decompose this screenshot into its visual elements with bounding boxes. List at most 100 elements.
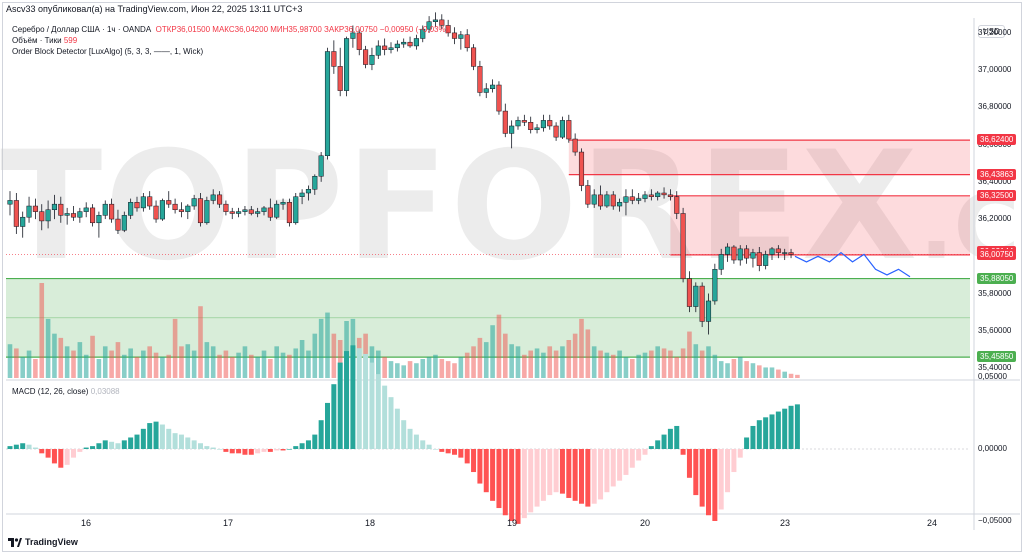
candle-body[interactable]	[420, 28, 426, 39]
candle-body[interactable]	[77, 211, 83, 218]
volume-legend[interactable]: Объём · Тики 599	[12, 36, 77, 45]
candle-body[interactable]	[566, 120, 572, 140]
candle-body[interactable]	[693, 285, 699, 307]
candle-body[interactable]	[775, 248, 781, 253]
candle-body[interactable]	[318, 155, 324, 177]
candle-body[interactable]	[483, 88, 489, 93]
candle-body[interactable]	[64, 213, 70, 216]
candle-body[interactable]	[13, 200, 19, 227]
candle-body[interactable]	[686, 278, 693, 307]
candle-body[interactable]	[147, 196, 153, 207]
candle-body[interactable]	[172, 203, 178, 211]
candle-body[interactable]	[356, 32, 362, 50]
candle-body[interactable]	[756, 252, 762, 266]
candle-body[interactable]	[426, 21, 432, 30]
candle-body[interactable]	[128, 202, 134, 216]
candle-body[interactable]	[744, 248, 750, 259]
candle-body[interactable]	[737, 248, 743, 261]
candle-body[interactable]	[26, 205, 32, 218]
candle-body[interactable]	[610, 194, 616, 207]
candle-body[interactable]	[540, 120, 546, 129]
tradingview-logo[interactable]: TradingView	[8, 537, 78, 547]
candle-body[interactable]	[274, 203, 280, 218]
symbol-title[interactable]: Серебро / Доллар США · 1ч · OANDA	[12, 25, 152, 34]
candle-body[interactable]	[293, 196, 299, 224]
candle-body[interactable]	[490, 84, 496, 89]
candle-body[interactable]	[769, 248, 775, 255]
candle-body[interactable]	[58, 203, 64, 216]
candle-body[interactable]	[83, 207, 89, 212]
candle-body[interactable]	[255, 211, 261, 214]
candle-body[interactable]	[674, 196, 680, 214]
candle-body[interactable]	[699, 285, 705, 322]
candle-body[interactable]	[763, 254, 769, 266]
candle-body[interactable]	[229, 211, 235, 214]
candle-body[interactable]	[718, 254, 724, 270]
candle-body[interactable]	[7, 200, 13, 205]
candle-body[interactable]	[413, 38, 419, 47]
candle-body[interactable]	[242, 209, 248, 212]
candle-body[interactable]	[750, 252, 756, 259]
candle-body[interactable]	[458, 34, 464, 39]
indicator-legend[interactable]: Order Block Detector [LuxAlgo] (5, 3, 3,…	[12, 47, 204, 56]
candle-body[interactable]	[604, 194, 610, 207]
candle-body[interactable]	[661, 192, 667, 196]
candle-body[interactable]	[559, 120, 566, 138]
candle-body[interactable]	[547, 120, 553, 127]
candle-body[interactable]	[350, 32, 356, 39]
candle-body[interactable]	[521, 120, 527, 123]
candle-body[interactable]	[629, 196, 635, 201]
candle-body[interactable]	[223, 203, 229, 212]
candle-body[interactable]	[553, 125, 559, 138]
candle-body[interactable]	[159, 200, 165, 220]
macd-legend[interactable]: MACD (12, 26, close) 0,03088	[12, 387, 120, 396]
candle-body[interactable]	[236, 211, 242, 214]
candle-body[interactable]	[121, 215, 127, 231]
candle-body[interactable]	[369, 54, 375, 65]
candle-body[interactable]	[407, 41, 413, 47]
candle-body[interactable]	[204, 200, 210, 224]
candle-body[interactable]	[344, 38, 350, 91]
candle-body[interactable]	[261, 207, 267, 212]
candle-body[interactable]	[331, 51, 337, 67]
candle-body[interactable]	[439, 19, 445, 26]
candle-body[interactable]	[496, 84, 502, 112]
candle-body[interactable]	[578, 151, 585, 186]
candle-body[interactable]	[197, 198, 204, 224]
candle-body[interactable]	[636, 198, 642, 201]
projection-path[interactable]	[794, 251, 911, 278]
candle-body[interactable]	[477, 66, 483, 93]
candle-body[interactable]	[712, 269, 718, 302]
candle-body[interactable]	[324, 51, 331, 157]
candle-body[interactable]	[445, 25, 451, 34]
candle-body[interactable]	[667, 194, 673, 197]
candle-body[interactable]	[528, 122, 534, 130]
candle-body[interactable]	[210, 194, 216, 201]
candle-body[interactable]	[337, 66, 343, 91]
candle-body[interactable]	[90, 207, 96, 224]
candle-body[interactable]	[788, 252, 794, 255]
candle-body[interactable]	[185, 205, 191, 212]
candle-body[interactable]	[705, 300, 712, 322]
candle-body[interactable]	[509, 125, 515, 134]
candle-body[interactable]	[286, 202, 292, 224]
candle-body[interactable]	[680, 213, 686, 279]
candle-body[interactable]	[217, 194, 223, 205]
currency-button[interactable]: USD	[978, 25, 1005, 38]
candle-body[interactable]	[502, 110, 508, 134]
candle-body[interactable]	[32, 205, 38, 212]
candle-body[interactable]	[471, 47, 477, 67]
candle-body[interactable]	[585, 185, 591, 205]
candle-body[interactable]	[109, 203, 115, 220]
candle-body[interactable]	[375, 45, 381, 56]
candle-body[interactable]	[363, 49, 369, 65]
candle-body[interactable]	[305, 189, 311, 194]
candle-body[interactable]	[623, 196, 629, 203]
candle-body[interactable]	[312, 175, 318, 190]
candle-body[interactable]	[388, 47, 394, 50]
candle-body[interactable]	[464, 34, 470, 49]
candle-body[interactable]	[39, 211, 45, 222]
candle-body[interactable]	[96, 215, 102, 224]
candle-body[interactable]	[515, 120, 521, 127]
